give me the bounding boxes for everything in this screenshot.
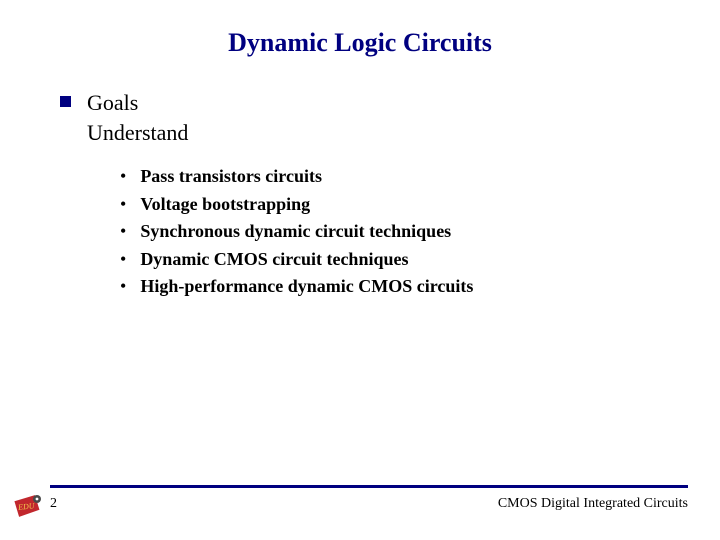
lvl2-text: High-performance dynamic CMOS circuits: [140, 275, 473, 298]
slide: Dynamic Logic Circuits Goals Understand …: [0, 0, 720, 540]
list-item: • Dynamic CMOS circuit techniques: [120, 248, 680, 271]
bullet-dot-icon: •: [120, 193, 126, 216]
lvl2-text: Pass transistors circuits: [140, 165, 322, 188]
footer-rule: [50, 485, 688, 488]
bullet-dot-icon: •: [120, 165, 126, 188]
lvl1-text: Goals Understand: [87, 88, 188, 147]
lvl2-text: Voltage bootstrapping: [140, 193, 310, 216]
bullet-dot-icon: •: [120, 248, 126, 271]
list-item: • Pass transistors circuits: [120, 165, 680, 188]
page-number: 2: [50, 496, 57, 512]
lvl2-text: Dynamic CMOS circuit techniques: [140, 248, 408, 271]
lvl1-line2: Understand: [87, 120, 188, 145]
list-item: • High-performance dynamic CMOS circuits: [120, 275, 680, 298]
bullet-dot-icon: •: [120, 220, 126, 243]
footer-text: CMOS Digital Integrated Circuits: [498, 496, 688, 512]
slide-title: Dynamic Logic Circuits: [40, 28, 680, 58]
lvl1-item: Goals Understand: [60, 88, 680, 147]
list-item: • Voltage bootstrapping: [120, 193, 680, 216]
lvl1-line1: Goals: [87, 90, 138, 115]
edu-logo-icon: EDU: [12, 494, 42, 518]
lvl2-text: Synchronous dynamic circuit techniques: [140, 220, 451, 243]
lvl2-list: • Pass transistors circuits • Voltage bo…: [60, 165, 680, 298]
square-bullet-icon: [60, 96, 71, 107]
bullet-dot-icon: •: [120, 275, 126, 298]
body-block: Goals Understand • Pass transistors circ…: [40, 88, 680, 298]
list-item: • Synchronous dynamic circuit techniques: [120, 220, 680, 243]
